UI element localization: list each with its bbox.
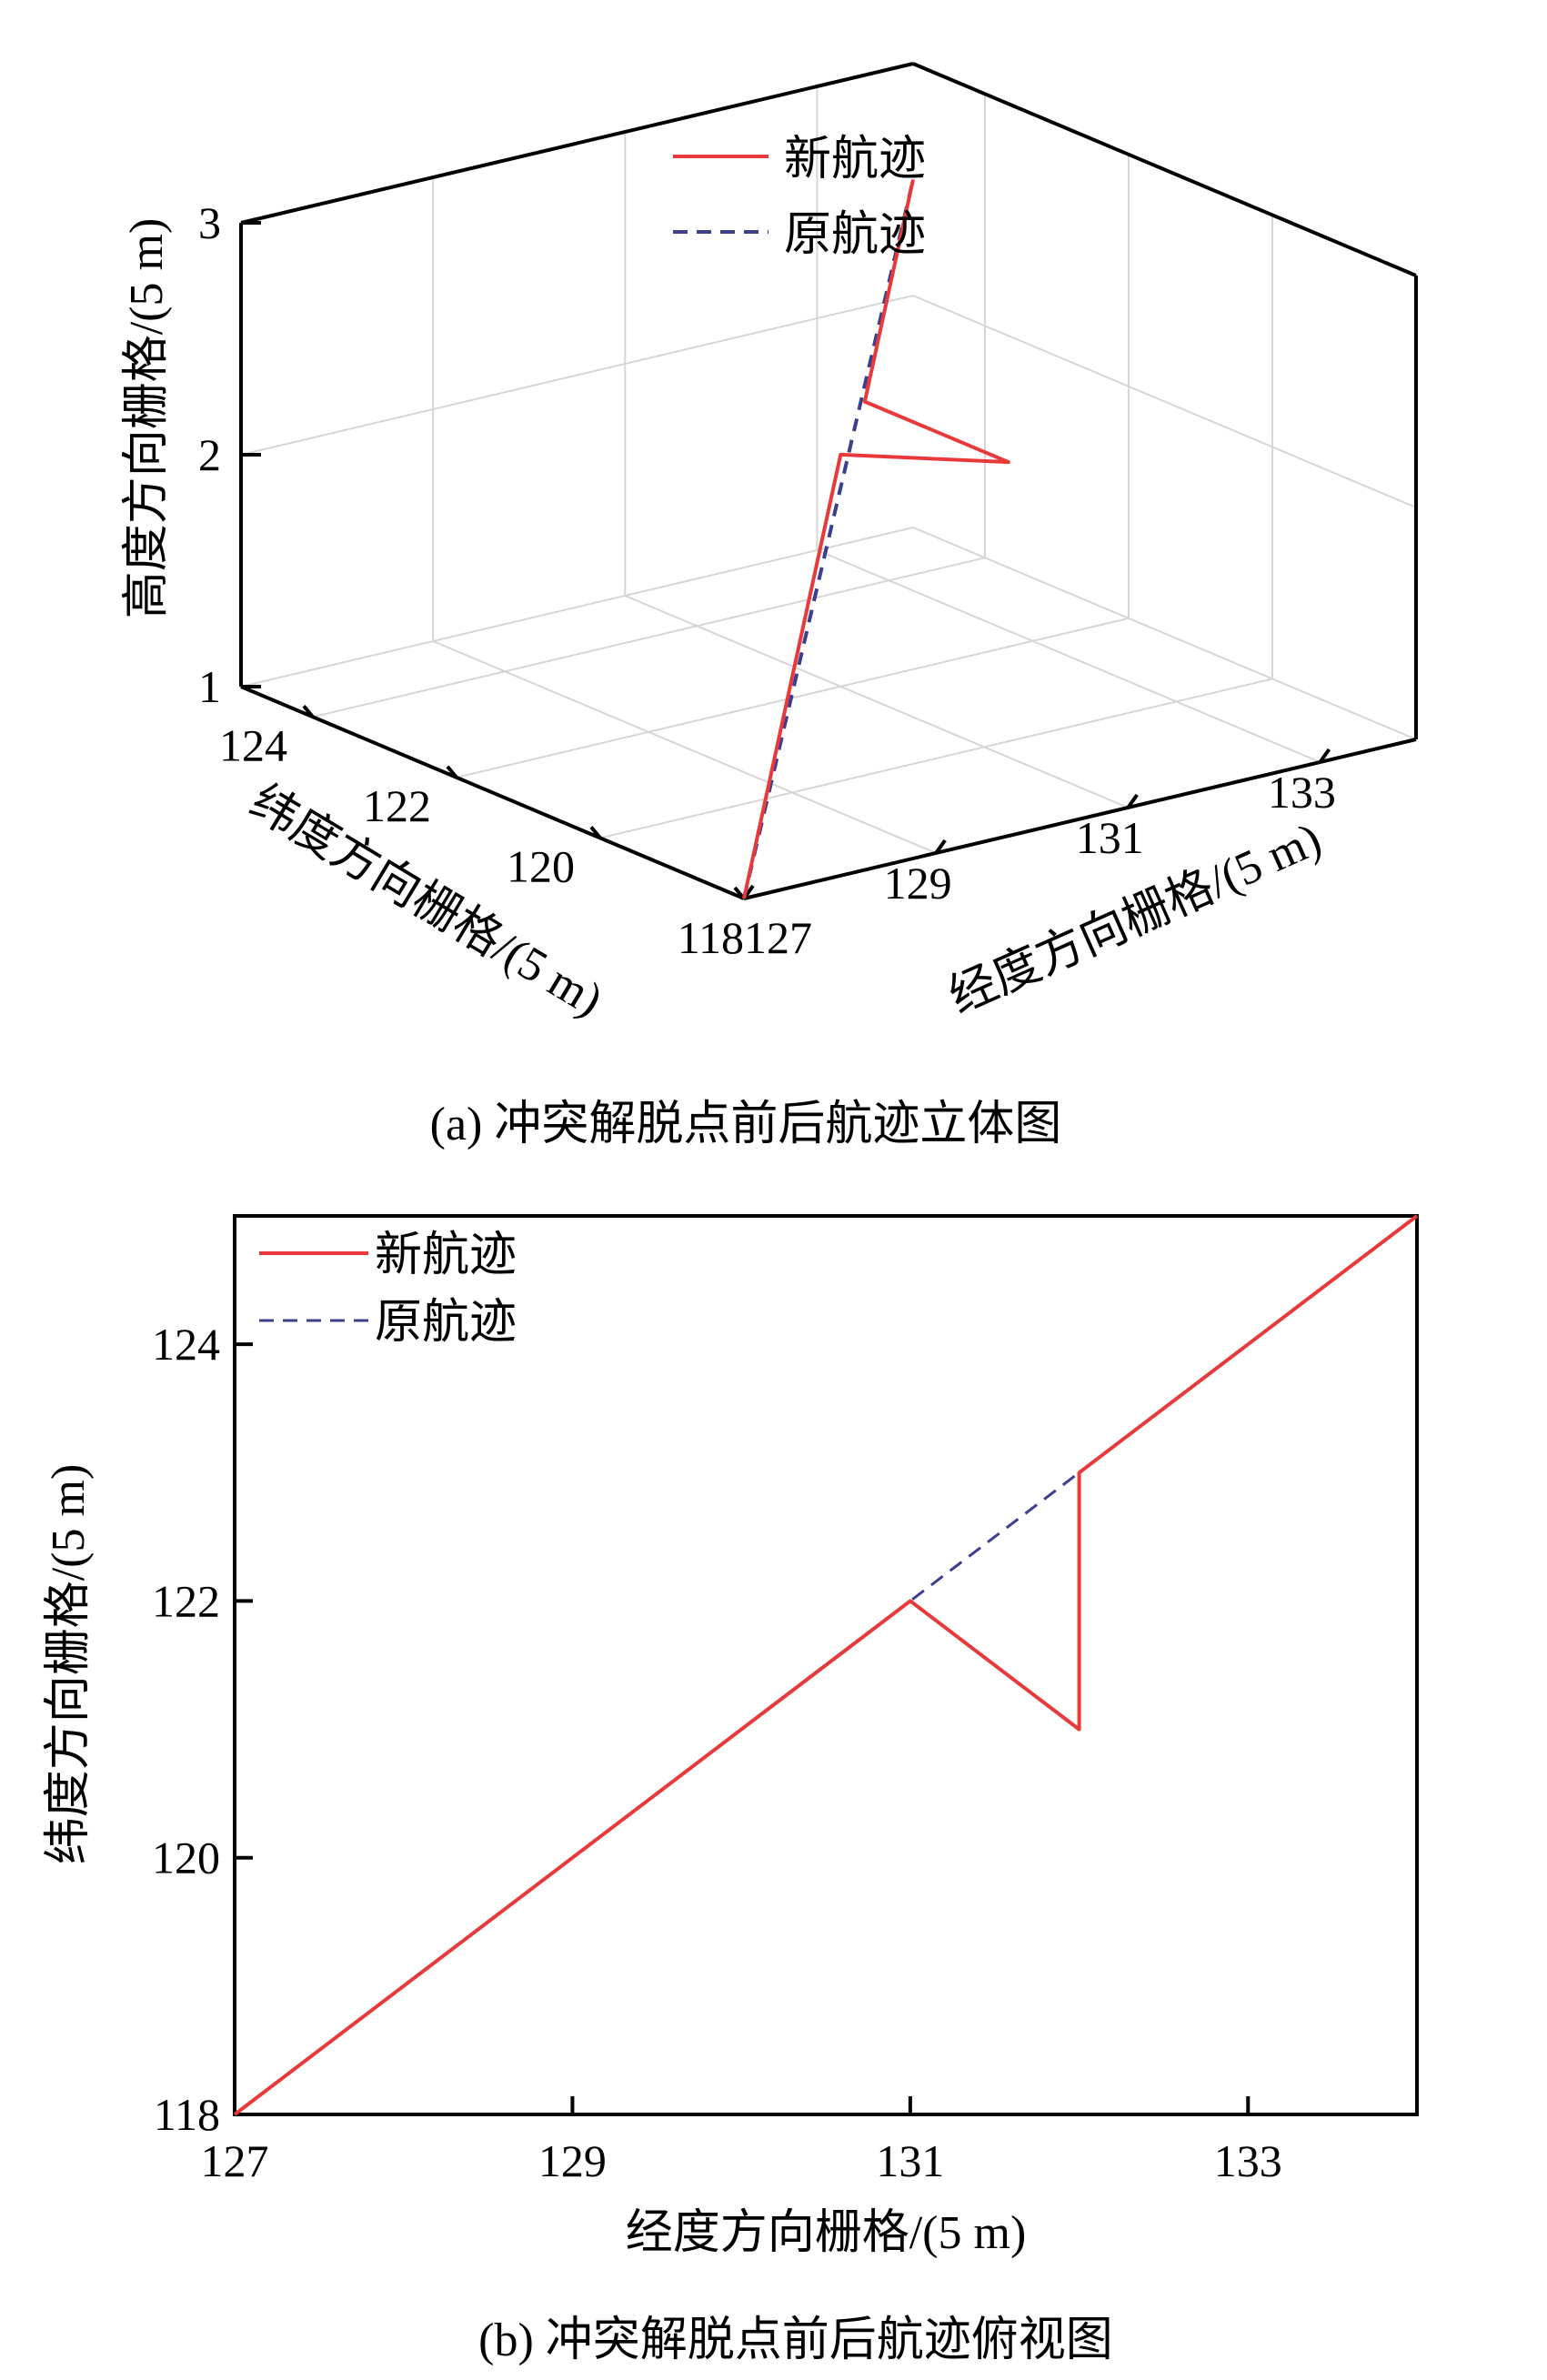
y-tick-label: 120 bbox=[152, 1833, 220, 1883]
grid-wall-yz bbox=[912, 527, 1417, 740]
chart-3d-legend: 新航迹 原航迹 bbox=[673, 134, 926, 261]
chart-3d-caption: (a) 冲突解脱点前后航迹立体图 bbox=[430, 1099, 1062, 1150]
grid-wall-xz bbox=[240, 527, 914, 688]
box-edge bbox=[743, 738, 1417, 900]
chart-2d-xlabel: 经度方向栅格/(5 m) bbox=[626, 2207, 1027, 2259]
box-edge bbox=[240, 685, 745, 900]
y-tick-label: 124 bbox=[219, 719, 287, 770]
x-tick-label: 129 bbox=[884, 858, 952, 909]
box-edge bbox=[912, 62, 1417, 277]
y-tick bbox=[589, 826, 602, 839]
chart-2d-caption: (b) 冲突解脱点前后航迹俯视图 bbox=[478, 2315, 1113, 2366]
chart-2d: 127 129 131 133 118 120 122 124 纬度方向栅格/(5 m) 经度… bbox=[43, 1214, 1419, 2366]
grid-wall-yz bbox=[912, 295, 1417, 508]
z-tick-label: 2 bbox=[198, 429, 221, 480]
legend-label-old: 原航迹 bbox=[784, 209, 926, 261]
legend-label-old: 原航迹 bbox=[375, 1297, 517, 1349]
x-tick-label: 131 bbox=[876, 2135, 944, 2186]
y-tick-label: 118 bbox=[154, 2089, 220, 2140]
y-tick bbox=[733, 886, 746, 900]
grid-floor-y bbox=[599, 678, 1273, 839]
chart-3d-tick-labels: 1 2 3 118 120 122 124 127 129 131 133 bbox=[198, 197, 1336, 963]
chart-2d-plot-frame bbox=[233, 1214, 1419, 2116]
series-new-line bbox=[742, 179, 1010, 899]
legend-label-new: 新航迹 bbox=[375, 1230, 517, 1281]
chart-3d-zlabel: 高度方向栅格/(5 m) bbox=[121, 218, 173, 619]
chart-2d-ylabel: 纬度方向栅格/(5 m) bbox=[43, 1464, 95, 1865]
y-tick-label: 124 bbox=[152, 1319, 220, 1370]
y-tick bbox=[446, 765, 458, 779]
x-tick-label: 127 bbox=[201, 2135, 269, 2186]
x-tick-label: 131 bbox=[1076, 812, 1144, 863]
x-tick-label: 129 bbox=[538, 2135, 607, 2186]
chart-2d-ticks bbox=[233, 1342, 1251, 2116]
y-tick-label: 122 bbox=[363, 780, 431, 831]
grid-floor-y bbox=[312, 557, 986, 718]
z-tick-label: 3 bbox=[198, 197, 221, 248]
x-tick-label: 127 bbox=[744, 912, 812, 963]
chart-3d-grid bbox=[240, 63, 1417, 899]
y-tick-label: 122 bbox=[152, 1575, 220, 1626]
y-tick bbox=[302, 705, 315, 718]
chart-2d-series bbox=[233, 1214, 1419, 2116]
chart-3d: 1 2 3 118 120 122 124 127 129 131 133 高度方向栅格/(5 m)… bbox=[121, 62, 1418, 1150]
x-tick-label: 133 bbox=[1268, 767, 1336, 818]
chart-2d-tick-labels: 127 129 131 133 118 120 122 124 bbox=[152, 1319, 1282, 2186]
x-tick bbox=[1126, 793, 1139, 809]
box-edge bbox=[240, 62, 914, 225]
x-tick bbox=[934, 839, 947, 855]
chart-3d-box bbox=[239, 62, 1418, 900]
series-old-line bbox=[742, 179, 915, 899]
x-tick-label: 133 bbox=[1214, 2135, 1282, 2186]
chart-2d-legend: 新航迹 原航迹 bbox=[259, 1230, 517, 1349]
y-tick-label: 120 bbox=[507, 840, 575, 891]
z-tick-label: 1 bbox=[198, 661, 221, 712]
y-tick-label: 118 bbox=[678, 912, 744, 963]
grid-wall-xz bbox=[240, 295, 914, 456]
grid-floor-x bbox=[432, 640, 937, 854]
legend-label-new: 新航迹 bbox=[784, 134, 926, 186]
series-new-line bbox=[233, 1214, 1419, 2116]
grid-floor-x bbox=[817, 549, 1321, 763]
x-tick bbox=[1318, 748, 1331, 764]
grid-floor-x bbox=[624, 595, 1129, 808]
chart-3d-series bbox=[742, 179, 1010, 899]
chart-3d-ticks bbox=[241, 221, 1331, 900]
